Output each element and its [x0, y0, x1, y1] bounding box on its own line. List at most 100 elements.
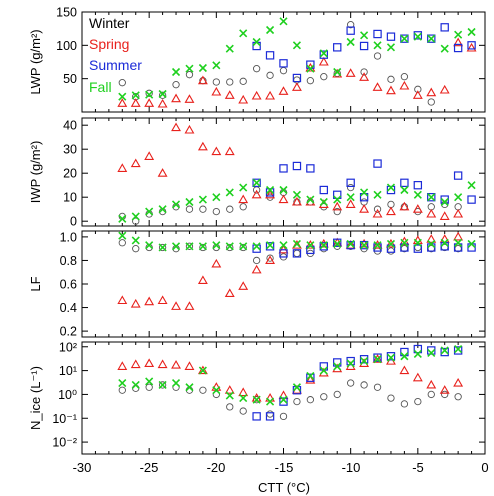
data-point [184, 361, 195, 370]
data-point [333, 43, 342, 52]
data-point [372, 354, 383, 363]
data-point [265, 412, 275, 421]
data-point [117, 163, 128, 172]
data-point [185, 242, 194, 250]
data-point [157, 168, 168, 177]
data-point [360, 381, 368, 389]
data-point [131, 236, 140, 245]
data-point [400, 178, 409, 187]
data-point [293, 397, 301, 406]
data-point [440, 347, 449, 357]
data-point [184, 94, 195, 103]
data-point [238, 387, 249, 397]
data-point [197, 75, 208, 85]
data-point [252, 242, 261, 251]
data-point [333, 238, 342, 247]
series-summer [252, 159, 476, 204]
data-point [467, 27, 476, 37]
panel-frame [81, 11, 486, 113]
y-tick-label: 100 [56, 39, 77, 53]
data-point [359, 72, 370, 81]
data-point [279, 67, 288, 75]
data-point [426, 379, 437, 389]
legend-winter: Winter [89, 15, 130, 31]
data-point [197, 141, 208, 151]
data-point [346, 37, 355, 47]
legend-summer: Summer [89, 57, 142, 73]
data-point [400, 185, 409, 195]
data-point [251, 264, 262, 274]
y-axis-title: LF [28, 276, 43, 291]
data-point [386, 183, 396, 192]
data-point [118, 231, 127, 240]
data-point [333, 207, 341, 216]
y-tick-label: 0.4 [60, 301, 77, 315]
data-point [265, 242, 275, 251]
y-axis-title: LWP (g/m²) [28, 29, 43, 94]
data-point [239, 407, 247, 415]
data-point [212, 61, 221, 70]
data-point [387, 394, 395, 402]
data-point [359, 193, 369, 202]
data-point [171, 378, 181, 388]
data-point [305, 374, 316, 384]
data-point [306, 373, 315, 382]
data-point [373, 353, 382, 362]
data-point [185, 383, 194, 392]
data-point [212, 78, 220, 86]
y-tick-label: 0.6 [60, 278, 77, 292]
data-point [386, 353, 396, 362]
data-point [386, 239, 396, 249]
data-point [211, 86, 222, 96]
data-point [226, 403, 234, 411]
y-tick-label: 10¹ [59, 364, 77, 378]
data-point [373, 52, 382, 60]
data-point [387, 75, 395, 83]
data-point [413, 190, 422, 199]
data-point [453, 43, 463, 53]
data-point [144, 296, 155, 306]
data-point [359, 240, 369, 250]
data-point [172, 81, 180, 89]
data-point [117, 98, 128, 107]
y-tick-label: 10² [59, 340, 77, 354]
panel-lwp: 50 100 150 LWP (g/m²) [28, 6, 486, 113]
data-point [252, 244, 261, 253]
data-point [346, 193, 355, 202]
data-point [239, 242, 248, 251]
data-point [412, 204, 423, 213]
data-point [332, 201, 343, 211]
data-point [171, 93, 181, 103]
data-point [386, 238, 396, 248]
data-point [185, 242, 194, 251]
data-point [427, 193, 436, 202]
data-point [225, 391, 234, 400]
data-point [387, 247, 395, 255]
data-point [439, 234, 450, 243]
data-point [265, 51, 275, 60]
x-axis-title: CTT (°C) [258, 480, 310, 495]
data-point [265, 393, 276, 402]
data-point [386, 185, 396, 195]
data-point [145, 90, 154, 99]
legend-spring: Spring [89, 36, 129, 52]
data-point [320, 393, 328, 401]
data-point [198, 195, 207, 204]
data-point [292, 383, 301, 392]
data-point [292, 239, 301, 249]
data-point [198, 366, 207, 375]
data-point [333, 67, 342, 77]
data-point [131, 380, 140, 390]
data-point [158, 205, 167, 214]
data-point [224, 385, 235, 394]
data-point [413, 244, 423, 253]
data-point [118, 239, 126, 247]
data-point [118, 214, 127, 223]
data-point [427, 193, 436, 202]
data-point [427, 348, 436, 358]
data-point [292, 161, 302, 171]
legend: Winter Spring Summer Fall [89, 15, 142, 95]
legend-fall: Fall [89, 79, 112, 95]
data-point [373, 355, 382, 364]
data-point [373, 205, 382, 213]
